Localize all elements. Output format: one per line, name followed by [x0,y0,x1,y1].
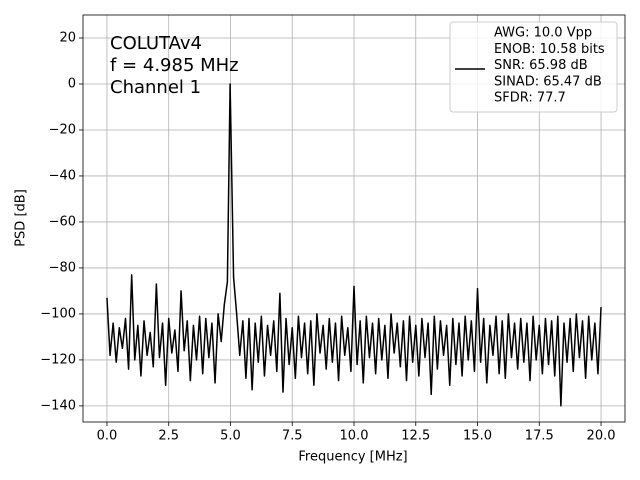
annotation: f = 4.985 MHz [110,55,239,76]
x-tick-label: 20.0 [587,429,616,444]
y-tick-label: 20 [59,30,76,45]
legend-label: SNR: 65.98 dB [494,58,588,73]
psd-line [106,83,602,407]
y-tick-label: −40 [49,168,76,183]
y-tick-label: −80 [49,260,76,275]
x-tick-label: 5.0 [220,429,241,444]
x-tick-label: 2.5 [158,429,179,444]
x-tick-label: 17.5 [525,429,554,444]
annotation: Channel 1 [110,77,201,98]
annotation: COLUTAv4 [110,33,202,54]
legend-label: SINAD: 65.47 dB [494,74,602,89]
x-tick-label: 7.5 [282,429,303,444]
y-tick-label: −60 [49,214,76,229]
x-tick-label: 12.5 [401,429,430,444]
plot-frame [82,14,626,423]
legend-box [449,21,618,113]
x-tick-label: 10.0 [340,429,369,444]
x-tick-label: 0.0 [97,429,118,444]
legend-label: AWG: 10.0 Vpp [494,26,592,41]
y-tick-label: −100 [40,306,76,321]
y-axis-label: PSD [dB] [14,189,29,247]
y-tick-label: −20 [49,122,76,137]
y-tick-label: −120 [40,352,76,367]
legend-label: ENOB: 10.58 bits [494,42,605,57]
y-tick-label: −140 [40,398,76,413]
y-tick-label: 0 [68,76,76,91]
x-axis-label: Frequency [MHz] [298,450,407,465]
x-tick-label: 15.0 [463,429,492,444]
legend-label: SFDR: 77.7 [494,91,566,106]
